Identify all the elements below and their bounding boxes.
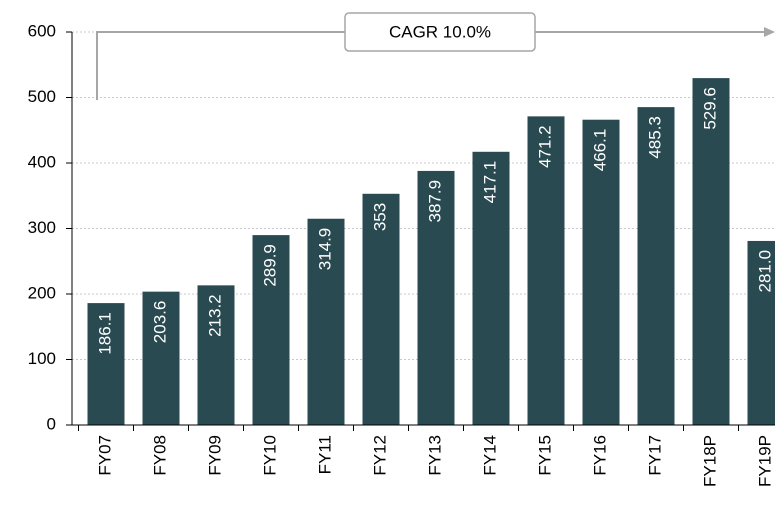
bar: [637, 107, 675, 425]
bracket-arrow: [764, 27, 775, 37]
bar: [87, 303, 125, 425]
value-label: 485.3: [645, 116, 664, 159]
x-tick-label: FY12: [370, 435, 389, 476]
bar: [307, 218, 345, 425]
bar: [747, 240, 775, 425]
bar: [582, 119, 620, 425]
value-label: 353: [370, 203, 389, 231]
x-tick-label: FY09: [205, 435, 224, 476]
value-label: 281.0: [755, 250, 774, 293]
y-tick-label: 500: [28, 87, 56, 106]
y-tick-label: 600: [28, 21, 56, 40]
value-label: 417.1: [480, 161, 499, 204]
cagr-bracket: CAGR 10.0%: [96, 12, 775, 100]
bar: [362, 193, 400, 425]
bar: [527, 116, 565, 425]
value-label: 387.9: [425, 180, 444, 223]
y-tick-label: 200: [28, 283, 56, 302]
bar: [197, 285, 235, 425]
y-tick-label: 300: [28, 218, 56, 237]
x-tick-label: FY14: [480, 435, 499, 476]
x-tick-label: FY08: [150, 435, 169, 476]
value-label: 471.2: [535, 125, 554, 168]
x-tick-label: FY17: [645, 435, 664, 476]
bracket-line: [96, 31, 765, 100]
x-tick-label: FY07: [95, 435, 114, 476]
x-tick-label: FY15: [535, 435, 554, 476]
value-label: 186.1: [95, 312, 114, 355]
annotation: CAGR 10.0%: [389, 22, 491, 41]
x-tick-label: FY16: [590, 435, 609, 476]
x-tick-label: FY19P: [755, 435, 774, 487]
x-tick-label: FY11: [315, 435, 334, 474]
x-tick-label: FY18P: [700, 435, 719, 487]
bar: [252, 235, 290, 425]
value-label: 466.1: [590, 129, 609, 172]
value-label: 289.9: [260, 244, 279, 287]
value-label: 213.2: [205, 294, 224, 337]
bar: [417, 170, 455, 425]
y-tick-label: 100: [28, 349, 56, 368]
value-label: 203.6: [150, 301, 169, 344]
bar: [142, 291, 180, 425]
y-tick-label: 400: [28, 152, 56, 171]
x-tick-label: FY10: [260, 435, 279, 476]
y-tick-label: 0: [47, 414, 56, 433]
value-label: 314.9: [315, 228, 334, 271]
value-label: 529.6: [700, 87, 719, 130]
bar: [692, 78, 730, 425]
bar: [472, 151, 510, 425]
annotation-box: [344, 12, 536, 52]
x-tick-label: FY13: [425, 435, 444, 476]
